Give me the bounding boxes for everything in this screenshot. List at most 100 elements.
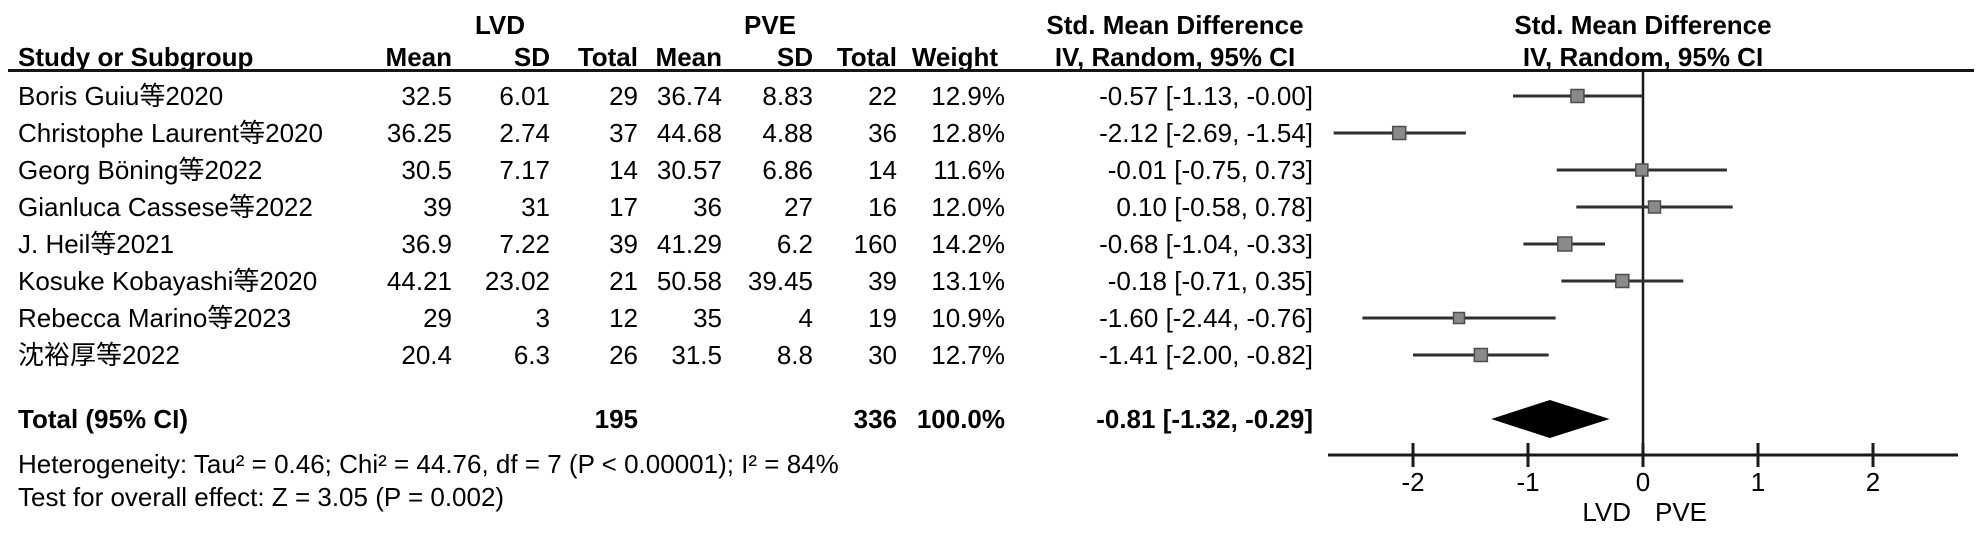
effect-square: [1473, 347, 1489, 363]
total-pve-total: 336: [853, 404, 897, 434]
pve-mean: 41.29: [656, 229, 722, 259]
col-header-study: Study or Subgroup: [18, 42, 254, 72]
total-lvd-total: 195: [594, 404, 638, 434]
weight: 12.7%: [931, 340, 1005, 370]
study-name: Gianluca Cassese等2022: [18, 192, 313, 222]
lvd-mean: 29: [423, 303, 452, 333]
col-header-weight: Weight: [911, 42, 998, 72]
pve-total: 14: [868, 155, 897, 185]
pooled-diamond: [1491, 400, 1610, 438]
lvd-total: 12: [609, 303, 638, 333]
effect-square: [1570, 88, 1585, 104]
lvd-mean: 20.4: [401, 340, 452, 370]
lvd-total: 29: [609, 81, 638, 111]
weight: 11.6%: [933, 155, 1005, 185]
x-axis-tick-label: 0: [1636, 467, 1650, 497]
pve-mean: 50.58: [656, 266, 722, 296]
ci-text: -0.57 [-1.13, -0.00]: [1099, 81, 1313, 111]
x-axis-tick-label: 1: [1751, 467, 1765, 497]
lvd-sd: 6.01: [499, 81, 550, 111]
study-name: Christophe Laurent等2020: [18, 118, 323, 148]
pve-sd: 27: [784, 192, 813, 222]
lvd-total: 26: [609, 340, 638, 370]
pve-total: 19: [868, 303, 897, 333]
group-header-lvd: LVD: [474, 10, 526, 40]
lvd-total: 17: [609, 192, 638, 222]
col-header-lvd-mean: Mean: [385, 42, 452, 72]
lvd-sd: 2.74: [499, 118, 550, 148]
lvd-total: 14: [609, 155, 638, 185]
pve-total: 160: [853, 229, 897, 259]
lvd-mean: 30.5: [401, 155, 452, 185]
col-header-pve-total: Total: [836, 42, 897, 72]
overall-effect-text: Test for overall effect: Z = 3.05 (P = 0…: [18, 482, 505, 512]
study-name: Georg Böning等2022: [18, 155, 263, 185]
x-axis-tick-label: -2: [1401, 467, 1424, 497]
group-header-pve: PVE: [743, 10, 797, 40]
pve-total: 30: [868, 340, 897, 370]
lvd-mean: 39: [423, 192, 452, 222]
lvd-sd: 6.3: [513, 340, 550, 370]
lvd-mean: 36.9: [401, 229, 452, 259]
smd-header-left: Std. Mean Difference: [1046, 10, 1304, 40]
lvd-sd: 3: [535, 303, 550, 333]
heterogeneity-text: Heterogeneity: Tau² = 0.46; Chi² = 44.76…: [18, 449, 839, 479]
ci-text: 0.10 [-0.58, 0.78]: [1116, 192, 1313, 222]
pve-total: 36: [868, 118, 897, 148]
pve-sd: 6.86: [762, 155, 813, 185]
ci-text: -2.12 [-2.69, -1.54]: [1099, 118, 1313, 148]
col-header-lvd-total: Total: [577, 42, 638, 72]
pve-mean: 36: [693, 192, 722, 222]
col-header-method-right: IV, Random, 95% CI: [1522, 42, 1764, 72]
lvd-mean: 36.25: [386, 118, 452, 148]
pve-sd: 6.2: [776, 229, 813, 259]
lvd-sd: 31: [521, 192, 550, 222]
total-weight: 100.0%: [916, 404, 1005, 434]
favours-label-left: LVD: [1582, 497, 1631, 527]
col-header-method-left: IV, Random, 95% CI: [1054, 42, 1296, 72]
study-name: 沈裕厚等2022: [18, 340, 180, 370]
pve-mean: 31.5: [671, 340, 722, 370]
total-row-label: Total (95% CI): [18, 404, 188, 434]
pve-sd: 39.45: [747, 266, 813, 296]
ci-text: -0.18 [-0.71, 0.35]: [1107, 266, 1313, 296]
total-ci: -0.81 [-1.32, -0.29]: [1096, 404, 1313, 434]
lvd-total: 37: [609, 118, 638, 148]
effect-square: [1452, 311, 1466, 325]
x-axis-tick-label: -1: [1516, 467, 1539, 497]
pve-total: 16: [868, 192, 897, 222]
favours-label-right: PVE: [1655, 497, 1707, 527]
weight: 12.0%: [931, 192, 1005, 222]
effect-square: [1615, 273, 1630, 289]
smd-header-right: Std. Mean Difference: [1514, 10, 1772, 40]
effect-square: [1391, 125, 1407, 141]
ci-text: -0.68 [-1.04, -0.33]: [1099, 229, 1313, 259]
weight: 14.2%: [931, 229, 1005, 259]
effect-square: [1635, 163, 1649, 177]
lvd-total: 39: [609, 229, 638, 259]
weight: 12.9%: [931, 81, 1005, 111]
x-axis-tick-label: 2: [1866, 467, 1880, 497]
pve-sd: 8.8: [776, 340, 813, 370]
pve-sd: 4: [798, 303, 813, 333]
study-name: Kosuke Kobayashi等2020: [18, 266, 318, 296]
col-header-lvd-sd: SD: [513, 42, 550, 72]
effect-square: [1557, 236, 1573, 252]
lvd-mean: 32.5: [401, 81, 452, 111]
lvd-mean: 44.21: [386, 266, 452, 296]
lvd-sd: 7.17: [499, 155, 550, 185]
weight: 12.8%: [931, 118, 1005, 148]
study-name: Boris Guiu等2020: [18, 81, 224, 111]
effect-square: [1647, 200, 1662, 214]
ci-text: -0.01 [-0.75, 0.73]: [1107, 155, 1313, 185]
col-header-pve-mean: Mean: [655, 42, 722, 72]
ci-text: -1.60 [-2.44, -0.76]: [1099, 303, 1313, 333]
pve-total: 39: [868, 266, 897, 296]
pve-mean: 44.68: [656, 118, 722, 148]
lvd-sd: 23.02: [484, 266, 550, 296]
col-header-pve-sd: SD: [776, 42, 813, 72]
header-rule: [8, 69, 1974, 72]
pve-total: 22: [868, 81, 897, 111]
